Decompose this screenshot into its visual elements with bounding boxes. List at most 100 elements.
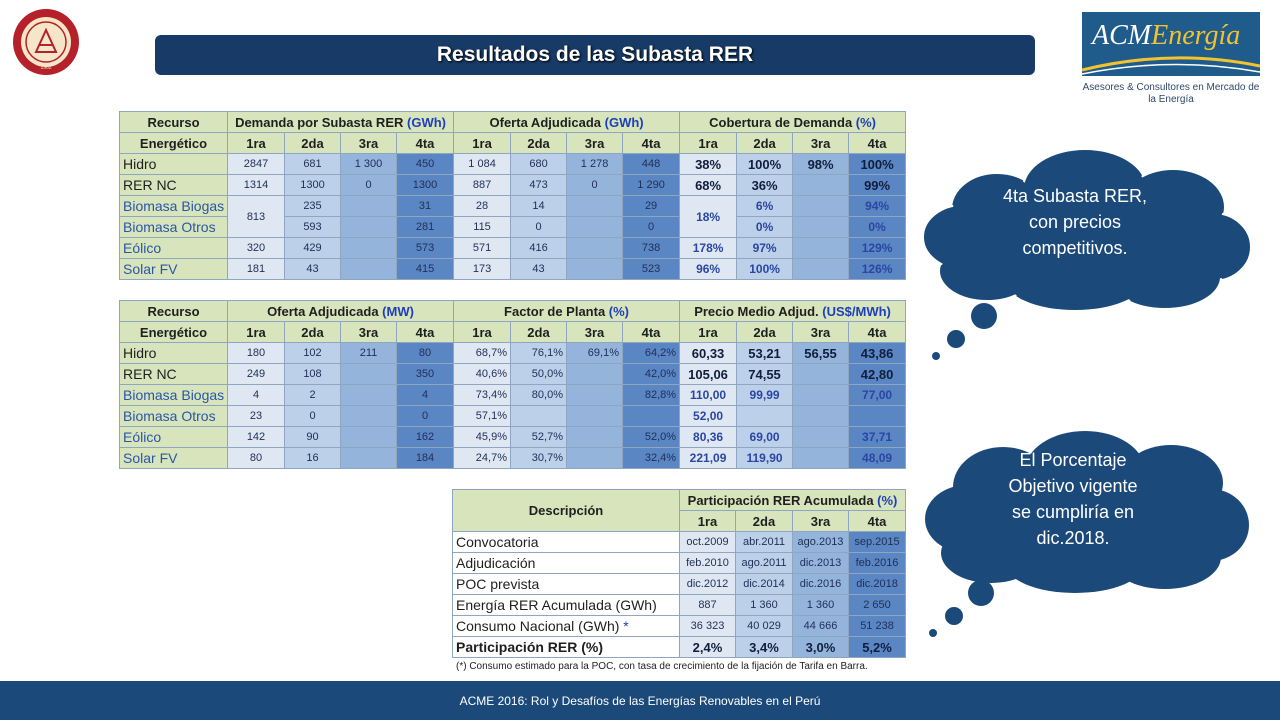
table-cell: 94% <box>848 195 907 217</box>
table-cell: 180 <box>227 342 285 364</box>
table-cell <box>566 195 624 217</box>
table-row: Hidro 2847 681 1 300 450 1 084 680 1 278… <box>119 153 907 175</box>
table-cell: 1 360 <box>792 594 849 616</box>
table-cell: 40,6% <box>453 363 511 385</box>
table-row: Hidro 180 102 211 80 68,7% 76,1% 69,1% 64,2% 60,3… <box>119 342 907 364</box>
table-cell: 184 <box>396 447 454 469</box>
table-cell: 100% <box>736 258 794 280</box>
table-cell: 0 <box>622 216 681 238</box>
row-label: RER NC <box>119 174 228 196</box>
cloud-line: El Porcentaje <box>1019 450 1127 470</box>
table-row: Solar FV 80 16 184 24,7% 30,7% 32,4% 221,09 119,… <box>119 447 907 469</box>
subcol-header: 1ra <box>453 132 512 154</box>
table-row: Convocatoria oct.2009 abr.2011 ago.2013 sep.… <box>452 531 907 553</box>
table-cell: 3,0% <box>792 636 849 658</box>
table-cell: 100% <box>848 153 907 175</box>
table-cell: 3,4% <box>735 636 793 658</box>
table-cell: 2 650 <box>847 594 907 616</box>
cloud-line: 4ta Subasta RER, <box>1002 186 1148 206</box>
table-cell: 82,8% <box>621 384 681 406</box>
footer-text: ACME 2016: Rol y Desafíos de las Energía… <box>459 693 821 708</box>
subcol-header: 3ra <box>792 321 850 343</box>
table-cell <box>792 258 850 280</box>
table-cell: 53,21 <box>736 342 794 364</box>
subcol-header: 3ra <box>340 132 397 154</box>
table-cell: 0 <box>566 174 624 196</box>
table-cell: ago.2011 <box>735 552 793 574</box>
table-cell: 320 <box>227 237 285 259</box>
table-cell: 680 <box>510 153 568 175</box>
row-label: Hidro <box>119 153 228 175</box>
table-cell: 142 <box>227 426 285 448</box>
table-row: Energía RER Acumulada (GWh) 887 1 360 1 360… <box>452 594 907 616</box>
table-cell <box>792 216 850 238</box>
table-cell: 28 <box>453 195 512 217</box>
table-row: RER NC 1314 1300 0 1300 887 473 0 1 290 … <box>119 174 907 196</box>
table-cell: 0 <box>340 174 397 196</box>
table-cell <box>566 447 623 469</box>
cloud-line: Objetivo vigente <box>1008 476 1138 496</box>
table-cell: feb.2010 <box>679 552 736 574</box>
table-cell: 1 290 <box>622 174 681 196</box>
subcol-header: 1ra <box>227 321 285 343</box>
row-label: Eólico <box>119 237 228 259</box>
table-cell: 73,4% <box>453 384 511 406</box>
table-cell: 211 <box>340 342 397 364</box>
table-cell <box>792 384 850 406</box>
table-cell: 281 <box>395 216 455 238</box>
seal-year: 1962 <box>40 65 51 71</box>
row-label: Participación RER (%) <box>452 636 680 658</box>
table-cell <box>340 426 397 448</box>
subcol-header: 1ra <box>679 132 738 154</box>
thought-cloud-top: 4ta Subasta RER, con precios competitivo… <box>915 145 1255 365</box>
table-cell <box>340 405 397 427</box>
table-cell: 36% <box>736 174 794 196</box>
table-row: Consumo Nacional (GWh) * 36 323 40 029 44 6… <box>452 615 907 637</box>
table-cell <box>566 216 624 238</box>
table-cell: 57,1% <box>453 405 511 427</box>
table-cell: 173 <box>453 258 512 280</box>
table-cell: oct.2009 <box>679 531 736 553</box>
row-label: Convocatoria <box>452 531 680 553</box>
table-demand-offer-coverage: Recurso Demanda por Subasta RER (GWh) Of… <box>119 111 907 280</box>
table-cell <box>566 258 624 280</box>
table-cell: 36 323 <box>679 615 736 637</box>
subcol-header: 2da <box>510 321 567 343</box>
table-offer-factor-price: Recurso Oferta Adjudicada (MW) Factor de… <box>119 300 907 469</box>
table-cell: 52,0% <box>621 426 681 448</box>
row-label: Biomasa Otros <box>119 405 228 427</box>
table-cell: 0% <box>736 216 794 238</box>
table-cell <box>792 174 850 196</box>
table-cell: feb.2016 <box>847 552 907 574</box>
cloud-line: dic.2018. <box>1036 528 1110 548</box>
table-cell: 4 <box>396 384 454 406</box>
subcol-header: 4ta <box>847 510 907 532</box>
table-cell: 76,1% <box>510 342 567 364</box>
subcol-header: 1ra <box>453 321 511 343</box>
table-cell: 96% <box>679 258 738 280</box>
subcol-header: 2da <box>736 132 794 154</box>
table-cell <box>340 447 397 469</box>
table-cell: 52,00 <box>679 405 738 427</box>
cloud-line: se cumpliría en <box>1011 502 1135 522</box>
table-cell: 0 <box>510 216 568 238</box>
table-cell: 1 360 <box>735 594 793 616</box>
table-cell: 108 <box>284 363 341 385</box>
table-cell: 110,00 <box>679 384 738 406</box>
table-cell: 44 666 <box>792 615 849 637</box>
table-cell: 593 <box>284 216 341 238</box>
brand-tagline: Asesores & Consultores en Mercado de la … <box>1082 82 1260 105</box>
table-cell: 2847 <box>227 153 285 175</box>
row-label: POC prevista <box>452 573 680 595</box>
table-cell: dic.2016 <box>792 573 849 595</box>
table-row: Biomasa Otros 593 281 115 0 0 0% 0% <box>119 216 907 238</box>
table-cell: abr.2011 <box>735 531 793 553</box>
table-cell: 429 <box>284 237 341 259</box>
table-cell: 181 <box>227 258 285 280</box>
row-label: Adjudicación <box>452 552 680 574</box>
row-label: Biomasa Otros <box>119 216 228 238</box>
footer-bar: ACME 2016: Rol y Desafíos de las Energía… <box>0 681 1280 720</box>
table-cell: 77,00 <box>848 384 907 406</box>
acm-energia-logo: ACMEnergía <box>1082 12 1260 76</box>
table-cell: 43 <box>510 258 568 280</box>
